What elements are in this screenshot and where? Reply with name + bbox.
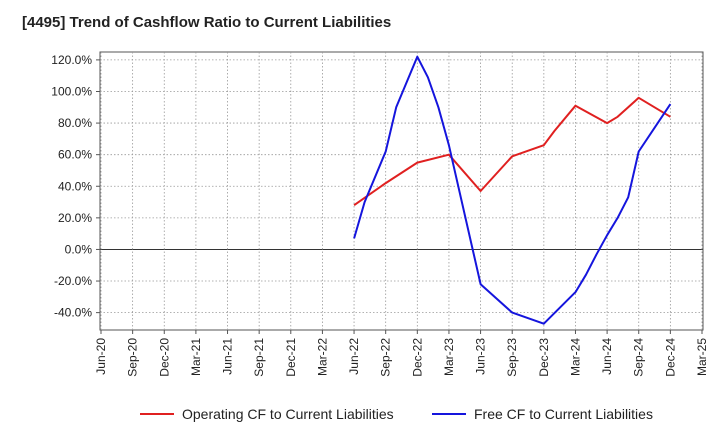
x-tick-label: Sep-20 xyxy=(126,338,140,377)
series-line-operating-cf xyxy=(353,96,671,207)
series-group xyxy=(353,55,672,325)
x-tick-label: Sep-21 xyxy=(252,338,266,377)
legend-label: Free CF to Current Liabilities xyxy=(474,406,653,422)
x-tick-label: Mar-23 xyxy=(442,338,456,376)
x-tick-label: Jun-23 xyxy=(474,338,488,375)
y-tick-label: 40.0% xyxy=(58,179,92,193)
x-tick-label: Sep-23 xyxy=(505,338,519,377)
grid xyxy=(100,52,703,330)
x-tick-label: Mar-25 xyxy=(695,338,709,376)
x-tick-label: Sep-24 xyxy=(632,338,646,377)
x-tick-label: Dec-24 xyxy=(663,338,677,377)
x-tick-label: Jun-22 xyxy=(347,338,361,375)
x-tick-label: Dec-23 xyxy=(537,338,551,377)
x-tick-label: Dec-21 xyxy=(284,338,298,377)
legend-label: Operating CF to Current Liabilities xyxy=(182,406,394,422)
x-tick-label: Mar-24 xyxy=(568,338,582,376)
y-tick-label: 60.0% xyxy=(58,148,92,162)
y-tick-label: 80.0% xyxy=(58,116,92,130)
y-tick-label: 120.0% xyxy=(51,53,92,67)
y-axis: 120.0% 100.0% 80.0% 60.0% 40.0% 20.0% 0.0% -20.… xyxy=(51,53,100,320)
x-tick-label: Jun-20 xyxy=(94,338,108,375)
x-tick-label: Dec-22 xyxy=(410,338,424,377)
x-tick-label: Jun-21 xyxy=(221,338,235,375)
y-tick-label: -20.0% xyxy=(54,274,92,288)
y-tick-label: 0.0% xyxy=(65,242,93,256)
x-axis: Jun-20 Sep-20 Dec-20 Mar-21 Jun-21 Sep-21 Dec-… xyxy=(94,330,709,377)
y-tick-label: 100.0% xyxy=(51,84,92,98)
x-tick-label: Mar-21 xyxy=(189,338,203,376)
x-tick-label: Mar-22 xyxy=(315,338,329,376)
x-tick-label: Jun-24 xyxy=(600,338,614,375)
x-tick-label: Sep-22 xyxy=(379,338,393,377)
y-tick-label: -40.0% xyxy=(54,306,92,320)
x-tick-label: Dec-20 xyxy=(157,338,171,377)
legend: Operating CF to Current Liabilities Free … xyxy=(140,406,653,422)
plot-area xyxy=(99,51,704,331)
chart-title: [4495] Trend of Cashflow Ratio to Curren… xyxy=(22,14,392,31)
series-line-free-cf xyxy=(353,55,672,325)
y-tick-label: 20.0% xyxy=(58,211,92,225)
